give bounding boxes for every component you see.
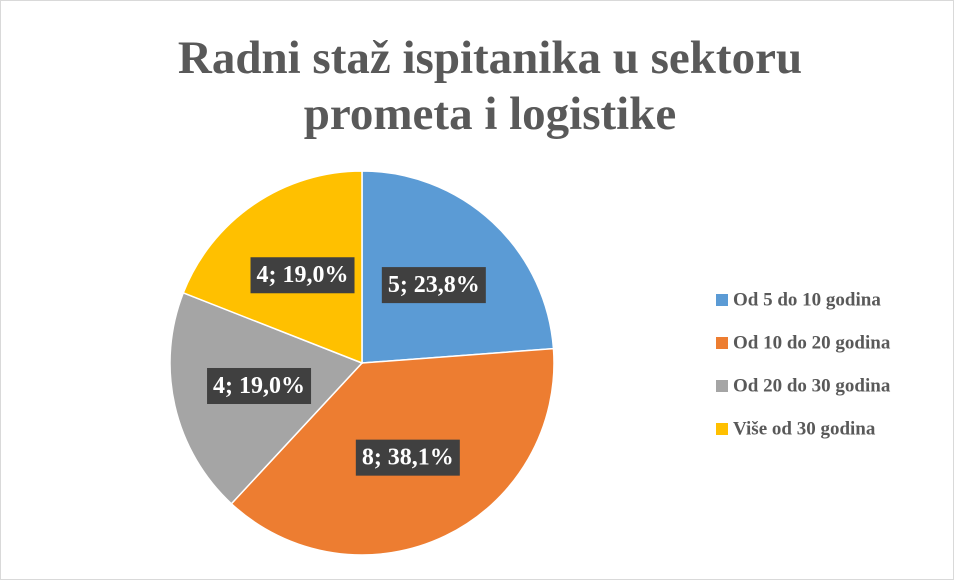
legend-swatch <box>716 380 728 392</box>
legend-swatch <box>716 294 728 306</box>
data-label-text: 4; 19,0% <box>213 373 305 399</box>
data-label-text: 5; 23,8% <box>388 272 480 298</box>
data-label-text: 4; 19,0% <box>257 262 349 288</box>
data-label-box <box>250 257 355 294</box>
legend-label: Od 10 do 20 godina <box>733 332 891 353</box>
data-label-text: 8; 38,1% <box>362 445 454 471</box>
pie-slice <box>361 170 555 364</box>
data-label-box <box>381 267 486 304</box>
data-label: 5; 23,8% <box>381 267 486 304</box>
legend-swatch <box>716 337 728 349</box>
chart-title: Radni staž ispitanika u sektoru prometa … <box>177 32 803 140</box>
data-label: 4; 19,0% <box>250 257 355 294</box>
data-label-box <box>207 367 312 405</box>
data-label-box <box>355 439 460 476</box>
legend-label: Od 5 do 10 godina <box>733 289 881 310</box>
legend-label: Od 20 do 30 godina <box>733 375 891 396</box>
legend-label: Više od 30 godina <box>733 418 876 439</box>
legend-swatch <box>716 423 728 435</box>
data-label: 8; 38,1% <box>355 439 460 476</box>
data-label: 4; 19,0% <box>207 367 312 405</box>
